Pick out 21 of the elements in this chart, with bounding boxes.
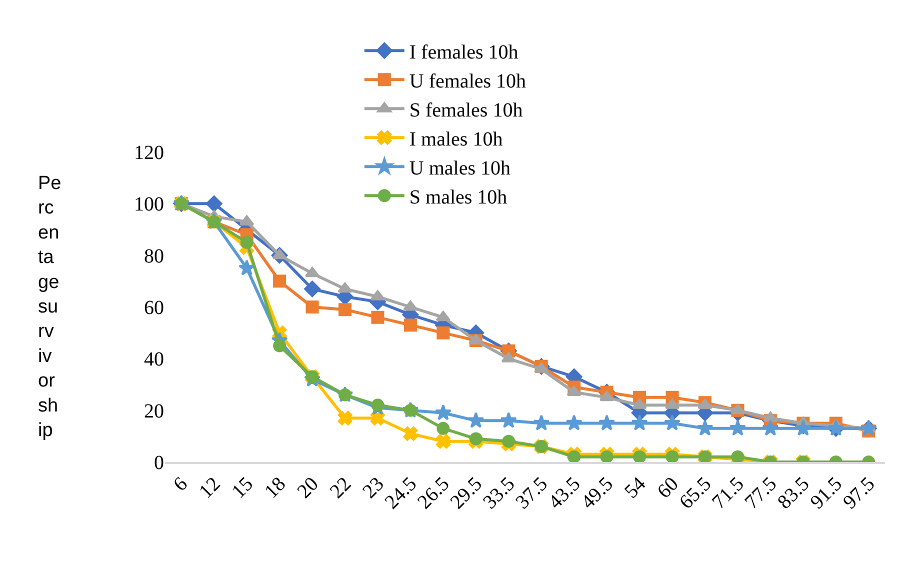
- legend-label: S males 10h: [409, 186, 508, 208]
- y-tick-label: 120: [134, 142, 164, 164]
- legend-label: I males 10h: [409, 128, 503, 150]
- y-tick-label: 60: [144, 297, 164, 319]
- x-tick-label: 18: [260, 473, 290, 503]
- legend-label: U females 10h: [409, 70, 526, 92]
- legend-label: I females 10h: [409, 41, 518, 64]
- x-tick-label: 54: [620, 473, 650, 503]
- x-tick-label: 12: [195, 473, 225, 503]
- x-tick-label: 6: [169, 473, 192, 496]
- legend-label: S females 10h: [409, 99, 523, 122]
- x-tick-label: 20: [293, 473, 323, 503]
- y-tick-label: 20: [144, 400, 164, 422]
- legend-label: U males 10h: [409, 157, 510, 180]
- y-tick-label: 40: [144, 348, 164, 371]
- y-tick-label: 100: [134, 194, 164, 216]
- y-tick-label: 0: [154, 452, 164, 474]
- x-tick-label: 15: [228, 473, 258, 503]
- y-tick-label: 80: [144, 245, 164, 268]
- text: Percentage survivorship: [38, 173, 62, 441]
- x-tick-label: 22: [326, 473, 356, 503]
